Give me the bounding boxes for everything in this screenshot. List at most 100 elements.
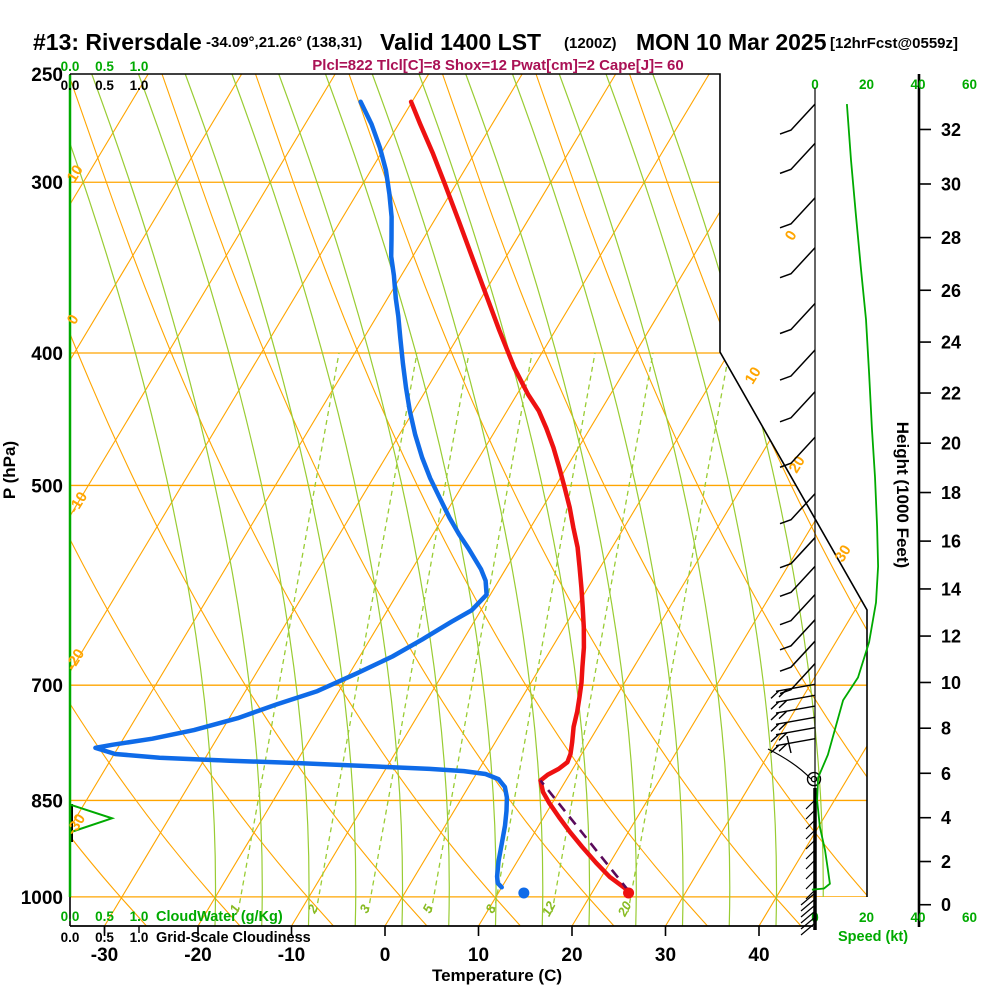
- isotherm-value-label: 0: [782, 228, 801, 244]
- pressure-tick-label: 1000: [21, 888, 63, 909]
- height-tick-label: 22: [941, 384, 961, 404]
- wind-barb-cross-tick: [786, 735, 792, 754]
- temperature-axis-title: Temperature (C): [432, 966, 562, 985]
- height-tick-label: 12: [941, 627, 961, 647]
- pressure-tick-label: 300: [31, 173, 63, 194]
- cloudiness-scale-bottom: 1.0: [130, 930, 149, 945]
- height-tick-label: 18: [941, 483, 961, 503]
- staff-hash-tick: [805, 859, 816, 870]
- wind-barb-dense: [770, 694, 816, 710]
- temperature-tick-label: 10: [468, 945, 489, 966]
- isotherm-line: [852, 74, 867, 926]
- cloudiness-scale-top: 0.5: [95, 78, 114, 93]
- moist-adiabat-line: [465, 74, 637, 926]
- wind-barb: [779, 302, 816, 335]
- moist-adiabat-line: [137, 74, 310, 926]
- speed-scale-bottom: 20: [859, 910, 874, 925]
- staff-hash-tick: [805, 799, 816, 810]
- isotherm-line: [70, 74, 430, 926]
- height-tick-label: 14: [941, 579, 961, 599]
- dry-adiabat-line: [70, 74, 241, 926]
- height-tick-label: 20: [941, 434, 961, 454]
- moist-adiabat-line: [418, 74, 591, 926]
- temperature-tick-label: -10: [278, 945, 305, 966]
- sounding-curves: [93, 99, 635, 899]
- wind-barb: [779, 619, 816, 651]
- speed-scale-top: 0: [811, 77, 819, 92]
- dry-adiabat-value-label: -30: [63, 811, 89, 838]
- parcel-path-dashed: [539, 779, 630, 892]
- wind-barb: [779, 349, 816, 381]
- height-tick-label: 4: [941, 808, 951, 828]
- isotherm-value-label: 10: [742, 364, 765, 387]
- moist-adiabat-line: [371, 74, 544, 926]
- speed-scale-top: 20: [859, 77, 874, 92]
- staff-hash-tick-bottom: [800, 911, 815, 924]
- moist-adiabat-line: [231, 74, 404, 926]
- staff-hash-tick-bottom: [800, 899, 815, 912]
- wind-barb-dense: [770, 716, 816, 732]
- wind-barb: [779, 493, 816, 525]
- sounding-indices: Plcl=822 Tlcl[C]=8 Shox=12 Pwat[cm]=2 Ca…: [312, 57, 683, 74]
- isotherm-line: [665, 74, 867, 926]
- staff-hash-tick-bottom: [800, 917, 815, 930]
- height-tick-label: 10: [941, 673, 961, 693]
- wind-barb-connector: [767, 748, 812, 780]
- plot-boundary: [69, 73, 868, 926]
- height-tick-label: 28: [941, 228, 961, 248]
- moist-adiabat-line: [324, 74, 497, 926]
- height-tick-label: 8: [941, 719, 951, 739]
- isotherm-line: [70, 74, 243, 926]
- staff-hash-tick: [805, 879, 816, 890]
- height-tick-label: 30: [941, 174, 961, 194]
- speed-scale-top: 60: [962, 77, 977, 92]
- wind-barb: [779, 565, 816, 598]
- temperature-curve: [408, 99, 631, 894]
- mixing-ratio-line: [493, 352, 596, 913]
- staff-hash-tick: [805, 829, 816, 840]
- speed-scale-bottom: 40: [910, 910, 925, 925]
- wind-barb-dense: [770, 727, 816, 743]
- speed-scale-bottom: 60: [962, 910, 977, 925]
- station-circle-inner: [810, 775, 818, 783]
- wind-barb: [779, 391, 816, 423]
- mixing-ratio-value-label: 3: [356, 901, 373, 915]
- cloudiness-scale-title: Grid-Scale Cloudiness: [156, 930, 311, 946]
- mixing-ratio-line: [551, 352, 654, 913]
- moist-adiabat-line: [91, 74, 263, 926]
- height-tick-label: 2: [941, 852, 951, 872]
- staff-hash-tick: [805, 809, 816, 820]
- height-tick-label: 6: [941, 764, 951, 784]
- skewt-background-grid: [70, 74, 867, 926]
- cloud-profiles: [68, 75, 116, 897]
- isotherm-line: [758, 74, 867, 926]
- mixing-ratio-line: [627, 352, 730, 913]
- wind-barb-dense: [770, 705, 816, 721]
- wind-barb: [779, 436, 816, 468]
- isotherm-line: [104, 74, 617, 926]
- height-tick-label: 0: [941, 895, 951, 915]
- mixing-ratio-line: [367, 352, 470, 913]
- station-circle-outer: [806, 771, 822, 787]
- pressure-tick-label: 850: [31, 791, 63, 812]
- wind-speed-profile: [811, 104, 880, 891]
- pressure-axis-title: P (hPa): [0, 441, 19, 499]
- surface-temperature-dot: [623, 887, 635, 899]
- temperature-tick-label: 20: [561, 945, 582, 966]
- pressure-tick-label: 500: [31, 476, 63, 497]
- wind-barb: [779, 594, 816, 626]
- wind-barb-dense: [770, 683, 816, 699]
- staff-hash-tick: [805, 869, 816, 880]
- dry-adiabat-line: [628, 74, 867, 926]
- moist-adiabat-line: [558, 74, 731, 926]
- moist-adiabat-line: [511, 74, 684, 926]
- isotherm-value-label: 20: [786, 453, 809, 476]
- mixing-ratio-value-label: 8: [482, 901, 499, 915]
- cloudwater-scale-bottom: 1.0: [130, 909, 149, 924]
- staff-hash-tick-bottom: [800, 893, 815, 906]
- temperature-tick-label: -30: [91, 945, 118, 966]
- wind-barb: [779, 537, 816, 569]
- cloud-water-spike: [69, 803, 116, 834]
